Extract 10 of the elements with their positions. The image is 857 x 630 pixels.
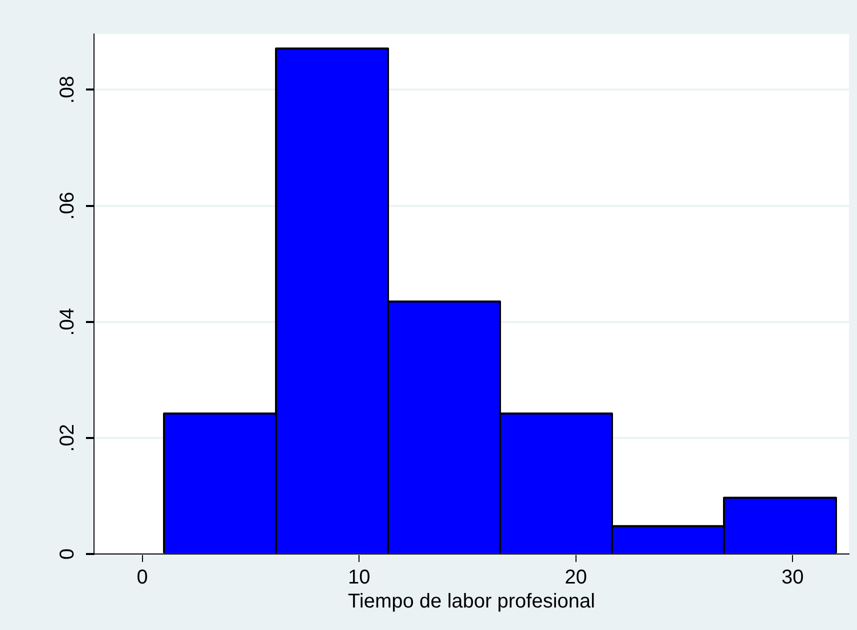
x-tick-label: 30 <box>782 566 804 589</box>
x-tick-label: 10 <box>348 566 370 589</box>
x-axis-title: Tiempo de labor profesional <box>348 590 596 613</box>
x-tick-label: 0 <box>136 566 148 589</box>
y-tick-label: .02 <box>56 424 79 452</box>
y-tick-label: .06 <box>56 192 79 220</box>
x-tick-label: 20 <box>564 566 587 589</box>
y-tick-label: 0 <box>56 548 79 560</box>
y-tick-label: .08 <box>56 76 79 104</box>
y-tick-label: .04 <box>56 308 79 336</box>
